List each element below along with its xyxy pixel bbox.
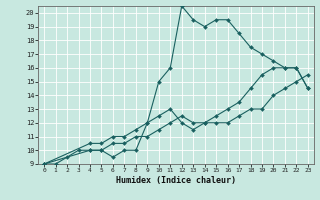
X-axis label: Humidex (Indice chaleur): Humidex (Indice chaleur) — [116, 176, 236, 185]
